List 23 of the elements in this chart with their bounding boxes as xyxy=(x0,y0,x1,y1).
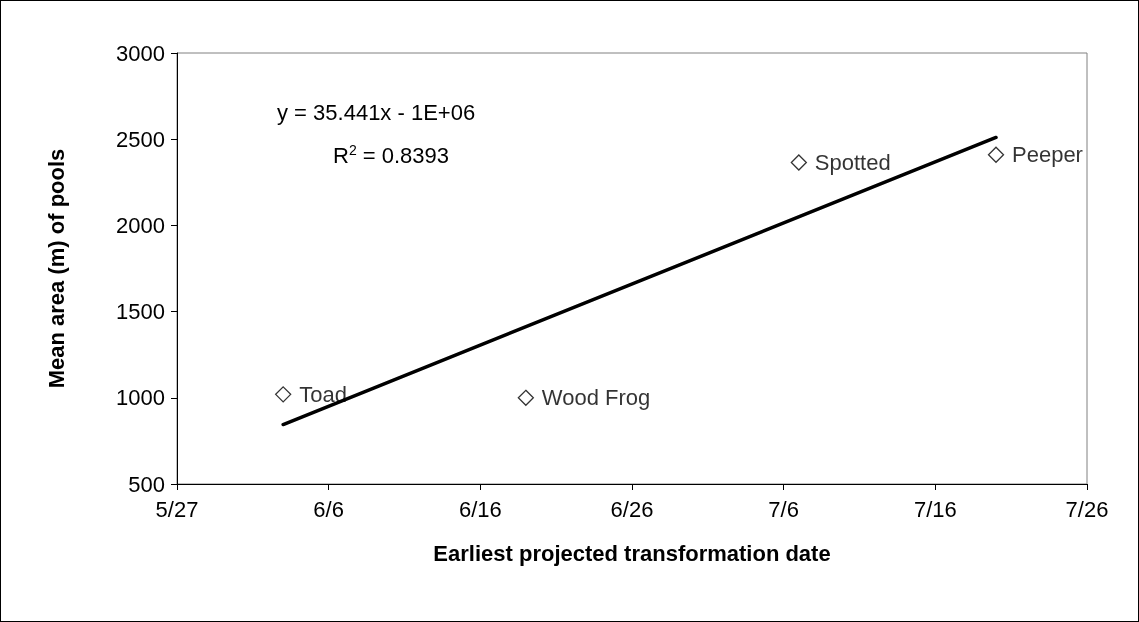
y-tick-label: 1000 xyxy=(116,385,165,411)
annotation: y = 35.441x - 1E+06 xyxy=(277,99,476,125)
y-axis-title: Mean area (m) of pools xyxy=(43,148,69,389)
point xyxy=(275,386,292,403)
annotation: Spotted xyxy=(814,149,891,175)
annotation: Wood Frog xyxy=(541,385,651,411)
x-tick-label: 7/26 xyxy=(1065,496,1109,522)
x-tick-label: 6/6 xyxy=(313,496,344,522)
point xyxy=(987,146,1005,163)
y-tick-label: 3000 xyxy=(116,40,165,66)
point xyxy=(790,154,807,171)
x-tick-label: 6/26 xyxy=(610,496,654,522)
point xyxy=(517,389,534,406)
y-tick-label: 500 xyxy=(128,471,165,497)
x-tick-label: 7/6 xyxy=(768,496,799,522)
x-tick-label: 5/27 xyxy=(155,496,199,522)
x-tick-label: 7/16 xyxy=(913,496,957,522)
y-tick-label: 2000 xyxy=(116,212,165,238)
x-axis-title: Earliest projected transformation date xyxy=(433,540,831,566)
x-tick-label: 6/16 xyxy=(458,496,502,522)
y-tick-label: 1500 xyxy=(116,299,165,325)
annotation: Peeper xyxy=(1012,142,1083,168)
y-tick-label: 2500 xyxy=(116,126,165,152)
